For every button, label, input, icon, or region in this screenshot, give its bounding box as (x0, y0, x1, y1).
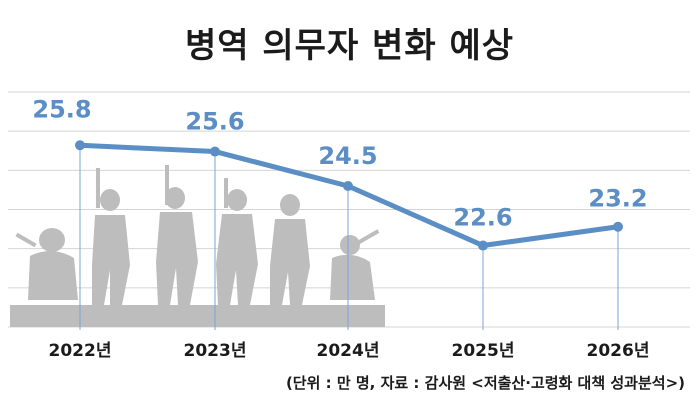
data-labels: 25.8 25.6 24.5 22.6 23.2 (32, 95, 647, 231)
x-tick-label: 2026년 (587, 341, 650, 361)
data-point (613, 221, 623, 232)
x-axis-tick-labels: 2022년 2023년 2024년 2025년 2026년 (49, 341, 650, 361)
x-tick-label: 2024년 (317, 341, 380, 361)
source-note: (단위 : 만 명, 자료 : 감사원 <저출산·고령화 대책 성과분석>) (285, 374, 685, 392)
data-point (478, 240, 488, 251)
x-tick-label: 2022년 (49, 341, 112, 361)
soldier-silhouettes-image (10, 165, 385, 327)
data-label: 24.5 (318, 142, 377, 170)
drop-lines (79, 145, 619, 330)
data-point (210, 146, 220, 157)
data-point (343, 181, 353, 191)
data-label: 25.6 (185, 108, 244, 136)
data-label: 25.8 (32, 95, 91, 123)
data-points (75, 140, 623, 251)
data-point (75, 140, 85, 151)
x-tick-label: 2025년 (452, 341, 515, 361)
data-label: 22.6 (453, 204, 512, 232)
x-tick-label: 2023년 (184, 341, 247, 361)
data-label: 23.2 (588, 185, 647, 213)
chart-title: 병역 의무자 변화 예상 (184, 26, 515, 66)
